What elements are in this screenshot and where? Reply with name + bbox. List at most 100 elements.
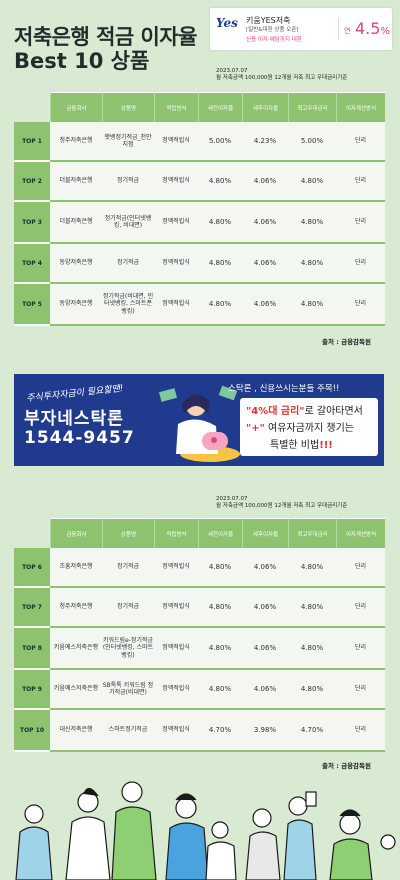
cell-calc: 단리 (336, 162, 385, 202)
banner-line-1-rest: 로 갈아타면서 (304, 406, 363, 417)
table2-note: 2023.07.07 월 저축금액 100,000원 12개월 저축 최고 우대… (216, 496, 347, 511)
cell-bank: 청주저축은행 (50, 588, 102, 628)
cell-product: 정기적금 (102, 244, 154, 284)
banner-line-2: "+" 여유자금까지 챙기는 (246, 419, 354, 434)
banner-line-3: 특별한 비법!!! (270, 436, 333, 451)
cell-post: 4.06% (242, 284, 288, 326)
banner-line-3-text: 특별한 비법 (270, 440, 320, 451)
cell-calc: 단리 (336, 670, 385, 710)
cell-method: 정액적립식 (154, 244, 198, 284)
cell-bank: 더블저축은행 (50, 202, 102, 244)
table2-note-text: 월 저축금액 100,000원 12개월 저축 최고 우대금리기준 (216, 503, 348, 510)
column-header: 금융회사 (50, 518, 102, 548)
column-header: 이자계산방식 (336, 518, 385, 548)
cell-bank: 키움예스저축은행 (50, 628, 102, 670)
ad-sub: [일반&대환 상품 오픈] (246, 27, 299, 33)
table2-note-date: 2023.07.07 (216, 496, 248, 502)
column-header: 금융회사 (50, 92, 102, 122)
banner-line-1: "4%대 금리"로 갈아타면서 (246, 402, 363, 417)
cell-method: 정액적립식 (154, 710, 198, 752)
table1-source: 출처 : 금융감독원 (322, 338, 371, 346)
cell-calc: 단리 (336, 588, 385, 628)
cell-calc: 단리 (336, 548, 385, 588)
rank-label: TOP 5 (14, 284, 50, 326)
cell-calc: 단리 (336, 284, 385, 326)
cell-max: 4.80% (288, 244, 336, 284)
cell-post: 4.06% (242, 162, 288, 202)
cell-method: 정액적립식 (154, 670, 198, 710)
banner-line-1-highlight: "4%대 금리" (246, 406, 305, 417)
cell-pre: 4.80% (198, 548, 242, 588)
cell-max: 5.00% (288, 122, 336, 162)
cell-max: 4.80% (288, 162, 336, 202)
ad-kiwoom-yes[interactable]: Yes 키움YES저축 [일반&대환 상품 오픈] 신용 이자·예담까지 대환 … (210, 8, 392, 50)
banner-line-3-highlight: !!! (319, 440, 333, 451)
cell-pre: 4.80% (198, 670, 242, 710)
column-header: 적립방식 (154, 518, 198, 548)
banner-phone: 1544-9457 (24, 428, 135, 448)
title-line-2: Best 10 상품 (14, 48, 150, 73)
banner-brand: 부자네스탁론 (24, 409, 124, 429)
rank-label: TOP 9 (14, 670, 50, 710)
cell-post: 3.98% (242, 710, 288, 752)
office-workers-illustration (15, 781, 396, 880)
cell-product: 스마트정기적금 (102, 710, 154, 752)
table1-note: 2023.07.07 월 저축금액 100,000원 12개월 저축 최고 우대… (216, 68, 347, 83)
table-row: TOP 6 조흥저축은행 정기적금 정액적립식 4.80% 4.06% 4.80% 단리 (14, 548, 385, 588)
page-title: 저축은행 적금 이자율 Best 10 상품 (14, 25, 198, 73)
table-row: TOP 1 청주저축은행 햇뱅정기적금_천안지점 정액적립식 5.00% 4.23% 5.0… (14, 122, 385, 162)
cell-pre: 4.80% (198, 202, 242, 244)
table-row: TOP 5 동양저축은행 정기적금(비대면, 인터넷뱅킹, 스마트폰뱅킹) 정액적립식… (14, 284, 385, 326)
cell-product: 키워드림e-정기적금(인터넷뱅킹, 스마트뱅킹) (102, 628, 154, 670)
column-header: 세후이자율 (242, 518, 288, 548)
cell-product: 햇뱅정기적금_천안지점 (102, 122, 154, 162)
cell-product: 정기적금 (102, 548, 154, 588)
cell-product: 정기적금(인터넷뱅킹, 비대면) (102, 202, 154, 244)
cell-calc: 단리 (336, 628, 385, 670)
column-header: 세후이자율 (242, 92, 288, 122)
table-row: TOP 3 더블저축은행 정기적금(인터넷뱅킹, 비대면) 정액적립식 4.80% 4.0… (14, 202, 385, 244)
stockloan-banner[interactable]: 주식투자자금이 필요할땐! 부자네스탁론 1544-9457 스탁론 , 신용쓰… (14, 374, 384, 466)
cell-post: 4.06% (242, 588, 288, 628)
cell-post: 4.06% (242, 670, 288, 710)
table-row: TOP 7 청주저축은행 정기적금 정액적립식 4.80% 4.06% 4.80% 단리 (14, 588, 385, 628)
column-header (14, 518, 50, 548)
cell-post: 4.06% (242, 244, 288, 284)
column-header: 상품명 (102, 518, 154, 548)
cell-method: 정액적립식 (154, 588, 198, 628)
column-header: 상품명 (102, 92, 154, 122)
cell-bank: 동양저축은행 (50, 284, 102, 326)
cell-post: 4.06% (242, 202, 288, 244)
cell-max: 4.80% (288, 588, 336, 628)
cell-pre: 4.80% (198, 284, 242, 326)
cell-calc: 단리 (336, 122, 385, 162)
ad-divider (338, 18, 339, 40)
column-header: 최고우대금리 (288, 518, 336, 548)
cell-bank: 키움예스저축은행 (50, 670, 102, 710)
cell-bank: 조흥저축은행 (50, 548, 102, 588)
banner-illustration (158, 385, 240, 462)
cell-max: 4.70% (288, 710, 336, 752)
cell-max: 4.80% (288, 628, 336, 670)
table-row: TOP 9 키움예스저축은행 SB톡톡 키워드림 정기적금(비대면) 정액적립식 4.8… (14, 670, 385, 710)
cell-post: 4.23% (242, 122, 288, 162)
cell-max: 4.80% (288, 284, 336, 326)
cell-product: 정기적금(비대면, 인터넷뱅킹, 스마트폰뱅킹) (102, 284, 154, 326)
cell-product: 정기적금 (102, 588, 154, 628)
table1-note-date: 2023.07.07 (216, 68, 248, 74)
rank-label: TOP 8 (14, 628, 50, 670)
cell-product: SB톡톡 키워드림 정기적금(비대면) (102, 670, 154, 710)
column-header: 세전이자율 (198, 518, 242, 548)
cell-pre: 4.70% (198, 710, 242, 752)
ad-name: 키움YES저축 (246, 16, 291, 25)
column-header (14, 92, 50, 122)
table-row: TOP 8 키움예스저축은행 키워드림e-정기적금(인터넷뱅킹, 스마트뱅킹) 정액적… (14, 628, 385, 670)
cell-post: 4.06% (242, 628, 288, 670)
cell-pre: 4.80% (198, 628, 242, 670)
cell-method: 정액적립식 (154, 548, 198, 588)
ad-rate: 4.5% (355, 19, 390, 38)
ad-logo: Yes (216, 16, 238, 30)
cell-pre: 4.80% (198, 162, 242, 202)
table-row: TOP 2 더블저축은행 정기적금 정액적립식 4.80% 4.06% 4.80% 단리 (14, 162, 385, 202)
